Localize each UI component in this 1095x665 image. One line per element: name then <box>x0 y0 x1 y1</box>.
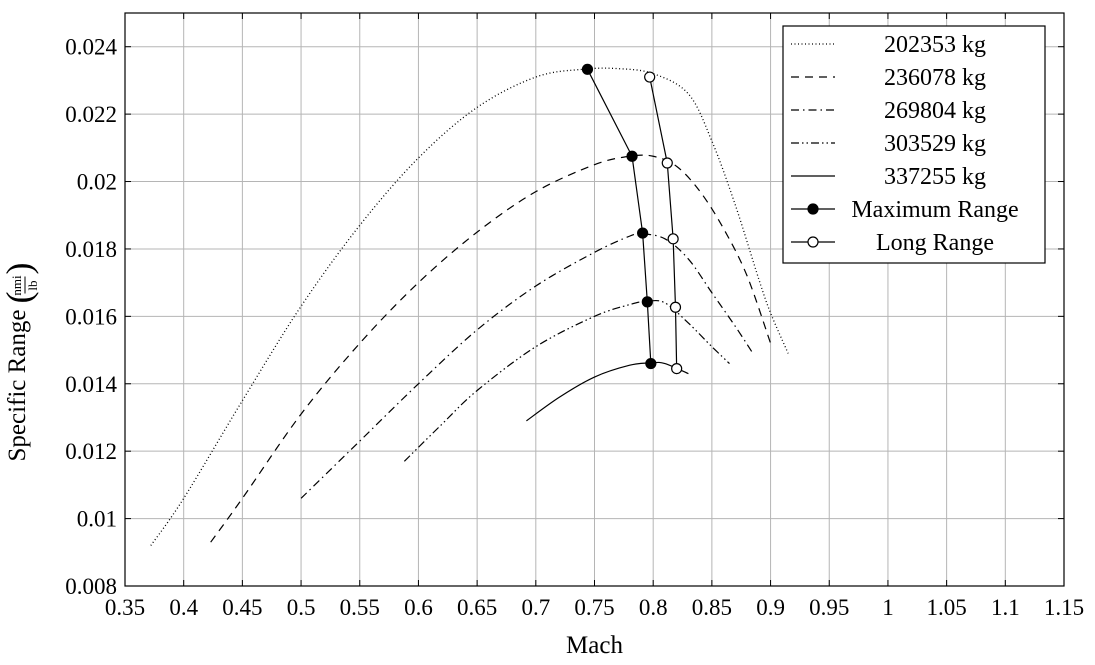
legend-box <box>782 25 1046 264</box>
y-axis-title-label: Specific Range <box>4 310 31 462</box>
x-tick-label: 0.6 <box>404 595 433 620</box>
data-point-5 <box>637 227 649 239</box>
y-axis-unit-numerator: nmi <box>9 275 24 296</box>
data-point-5 <box>641 296 653 308</box>
y-tick-label: 0.02 <box>77 170 117 195</box>
x-tick-label: 0.65 <box>457 595 497 620</box>
x-tick-label: 0.8 <box>639 595 668 620</box>
x-tick-label: 0.95 <box>809 595 849 620</box>
y-axis-unit-denominator: lb <box>25 280 40 290</box>
data-point-6 <box>669 301 682 313</box>
y-axis-title: Specific Range (nmi lb) <box>0 263 40 462</box>
data-point-5 <box>645 357 657 370</box>
x-tick-label: 1.15 <box>1044 595 1084 620</box>
y-tick-label: 0.01 <box>77 507 117 532</box>
y-axis-paren-open: ( <box>0 292 39 304</box>
legend-label: 202353 kg <box>884 32 986 58</box>
data-point-5 <box>581 63 594 75</box>
data-point-6 <box>661 157 673 169</box>
legend-label: 236078 kg <box>884 65 986 91</box>
x-tick-label: 0.7 <box>521 595 550 620</box>
series-line-1 <box>210 154 772 543</box>
y-tick-label: 0.008 <box>65 574 117 599</box>
x-axis: 0.35 0.4 0.45 0.5 0.55 0.6 0.65 0.7 0.75 0.8 0.85 0… <box>105 13 1084 620</box>
x-tick-label: 0.9 <box>756 595 785 620</box>
legend-swatch-marker <box>807 236 819 248</box>
legend-label: Long Range <box>876 230 994 256</box>
legend-label: Maximum Range <box>851 197 1018 223</box>
y-tick-label: 0.012 <box>65 439 117 464</box>
x-tick-label: 0.85 <box>692 595 732 620</box>
x-tick-label: 0.5 <box>287 595 316 620</box>
y-tick-label: 0.014 <box>65 372 117 397</box>
data-point-6 <box>671 362 683 375</box>
data-point-6 <box>644 71 656 83</box>
x-tick-label: 0.75 <box>574 595 614 620</box>
series-layer <box>150 63 789 546</box>
x-tick-label: 1.1 <box>991 595 1020 620</box>
x-tick-label: 1.05 <box>927 595 967 620</box>
legend-label: 337255 kg <box>884 164 986 190</box>
series-line-2 <box>300 232 754 499</box>
data-point-6 <box>667 233 679 245</box>
x-tick-label: 0.45 <box>222 595 262 620</box>
legend-label: 269804 kg <box>884 98 986 124</box>
legend-label: 303529 kg <box>884 131 986 157</box>
series-line-6 <box>649 76 678 369</box>
x-axis-title: Mach <box>566 632 623 659</box>
y-axis: 0.008 0.01 0.012 0.014 0.016 0.018 0.02 0.022 0.… <box>65 35 1064 599</box>
x-tick-label: 0.35 <box>105 595 145 620</box>
data-point-5 <box>626 150 638 162</box>
y-tick-label: 0.022 <box>65 102 117 127</box>
series-line-5 <box>586 69 652 364</box>
series-line-0 <box>150 67 789 546</box>
series-line-3 <box>403 299 730 462</box>
x-tick-label: 0.4 <box>169 595 198 620</box>
y-axis-paren-close: ) <box>0 263 39 275</box>
x-tick-label: 0.55 <box>340 595 380 620</box>
legend-swatch-marker <box>807 203 819 215</box>
series-line-4 <box>526 361 689 422</box>
legend: 202353 kg 236078 kg 269804 kg 303529 kg 3372… <box>782 25 1046 264</box>
y-tick-label: 0.018 <box>65 237 117 262</box>
y-tick-label: 0.016 <box>65 304 117 329</box>
x-tick-label: 1 <box>882 595 894 620</box>
y-tick-label: 0.024 <box>65 35 117 60</box>
